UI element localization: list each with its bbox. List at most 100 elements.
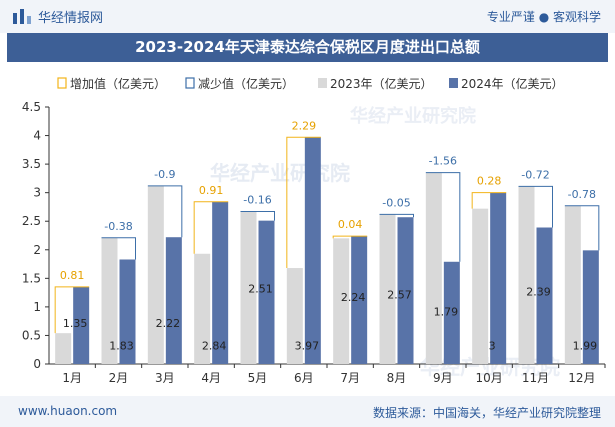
change-label: 0.81 <box>60 269 85 282</box>
decrease-bracket <box>101 237 136 260</box>
increase-bracket <box>332 235 368 239</box>
x-tick-label: 5月 <box>248 371 268 385</box>
brand: 华经情报网 <box>12 6 103 26</box>
x-tick-label: 6月 <box>294 371 314 385</box>
value-label: 3.97 <box>295 340 320 353</box>
chart-title: 2023-2024年天津泰达综合保税区月度进出口总额 <box>7 33 608 62</box>
x-tick-label: 2月 <box>109 371 129 385</box>
x-tick-label: 10月 <box>476 371 503 385</box>
y-tick-label: 1.5 <box>22 271 41 285</box>
data-source: 数据来源：中国海关，华经产业研究院整理 <box>372 406 601 420</box>
legend-swatch <box>185 77 195 89</box>
bar-2024 <box>212 201 229 364</box>
bar-2023 <box>472 208 489 364</box>
value-label: 2.57 <box>387 288 412 301</box>
y-tick-label: 2.5 <box>22 214 41 228</box>
footer-url[interactable]: www.huaon.com <box>18 404 118 418</box>
increase-bracket <box>471 192 507 209</box>
x-tick-label: 4月 <box>201 371 221 385</box>
change-label: -1.56 <box>429 155 457 168</box>
legend-swatch <box>57 77 67 89</box>
value-label: 1.35 <box>63 317 88 330</box>
bar-2023 <box>425 172 442 364</box>
y-tick-label: 1 <box>33 300 41 314</box>
value-label: 1.83 <box>109 340 134 353</box>
value-label: 2.24 <box>341 291 366 304</box>
value-label: 1.79 <box>434 305 459 318</box>
value-label: 2.39 <box>526 285 551 298</box>
brand-name: 华经情报网 <box>38 10 104 26</box>
y-tick-label: 4.5 <box>22 100 41 114</box>
legend-swatch <box>318 78 327 88</box>
bar-2023 <box>240 211 257 364</box>
bar-2024 <box>490 192 507 364</box>
bar-2023 <box>286 268 303 364</box>
bar-2023 <box>379 214 396 364</box>
legend-swatch <box>449 78 458 88</box>
decrease-bracket <box>564 205 600 251</box>
y-tick-label: 4 <box>33 129 41 143</box>
change-label: -0.38 <box>104 220 132 233</box>
value-label: 1.99 <box>573 340 598 353</box>
legend-label: 增加值（亿美元） <box>70 76 166 91</box>
y-tick-label: 3 <box>33 186 41 200</box>
bar-2023 <box>55 333 72 364</box>
tagline: 专业严谨 ● 客观科学 <box>486 10 601 24</box>
x-tick-label: 3月 <box>155 371 175 385</box>
watermark: 华经产业研究院 <box>210 161 350 185</box>
footer-bar: www.huaon.com 数据来源：中国海关，华经产业研究院整理 <box>0 396 615 427</box>
legend-label: 2024年（亿美元） <box>461 76 564 91</box>
bar-2024 <box>73 286 90 364</box>
bar-2023 <box>194 253 211 364</box>
watermark: 华经产业研究院 <box>350 105 476 127</box>
change-label: -0.9 <box>154 168 175 181</box>
value-label: 2.51 <box>248 283 273 296</box>
change-label: -0.05 <box>382 196 410 209</box>
x-tick-label: 9月 <box>433 371 453 385</box>
bar-2024 <box>165 237 182 364</box>
value-label: 3 <box>489 340 496 353</box>
bar-2023 <box>147 185 164 364</box>
decrease-bracket <box>518 185 553 228</box>
increase-bracket <box>54 286 90 334</box>
change-label: -0.78 <box>568 188 596 201</box>
increase-bracket <box>286 136 321 269</box>
decrease-bracket <box>240 211 275 221</box>
bar-2024 <box>119 259 136 364</box>
x-tick-label: 8月 <box>387 371 407 385</box>
bar-2024 <box>397 217 414 364</box>
value-label: 2.22 <box>156 317 181 330</box>
value-label: 2.84 <box>202 340 227 353</box>
bar-2023 <box>564 205 581 364</box>
change-label: 0.04 <box>338 218 363 231</box>
bar-2024 <box>443 261 460 364</box>
bar-2024 <box>304 137 321 364</box>
x-tick-label: 1月 <box>62 371 82 385</box>
bar-2024 <box>582 250 599 364</box>
bar-logo-icon <box>13 9 31 24</box>
decrease-bracket <box>379 213 414 218</box>
bar-2023 <box>101 237 118 364</box>
y-tick-label: 0.5 <box>22 328 41 342</box>
y-tick-label: 0 <box>33 357 41 371</box>
y-tick-label: 2 <box>33 243 41 257</box>
top-header-bar: 华经情报网 专业严谨 ● 客观科学 <box>0 0 615 33</box>
legend-label: 2023年（亿美元） <box>330 76 433 91</box>
y-tick-label: 3.5 <box>22 157 41 171</box>
x-tick-label: 12月 <box>568 371 595 385</box>
x-tick-label: 11月 <box>522 371 549 385</box>
bar-2023 <box>518 186 535 364</box>
bar-2023 <box>333 238 350 364</box>
change-label: 0.91 <box>199 184 224 197</box>
change-label: 0.28 <box>477 175 502 188</box>
legend-label: 减少值（亿美元） <box>198 76 294 91</box>
bar-2024 <box>258 220 275 364</box>
decrease-bracket <box>425 172 461 262</box>
x-tick-label: 7月 <box>340 371 360 385</box>
bar-2024 <box>351 236 368 364</box>
decrease-bracket <box>147 185 183 238</box>
bar-2024 <box>536 227 553 364</box>
change-label: -0.72 <box>521 168 549 181</box>
increase-bracket <box>193 201 229 254</box>
